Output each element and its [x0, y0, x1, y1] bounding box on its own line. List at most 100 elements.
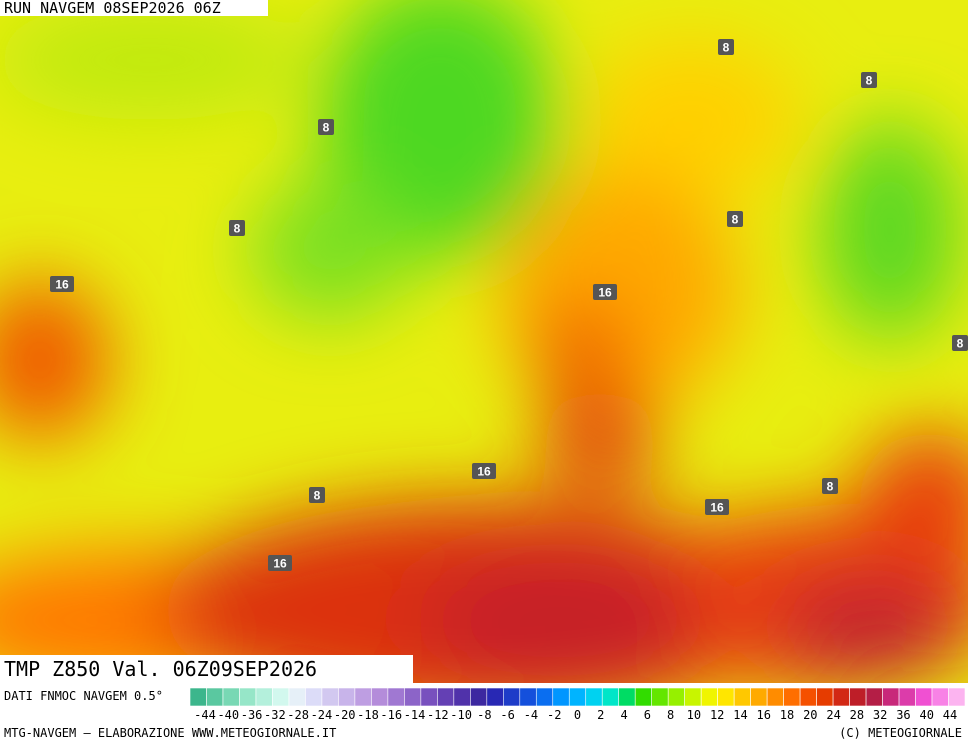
colorbar-label: 4 [620, 708, 627, 722]
contour-label-box [309, 487, 325, 503]
contour-label: 8 [957, 337, 964, 351]
colorbar-swatch [898, 687, 916, 707]
colorbar-label: -24 [311, 708, 333, 722]
colorbar-label: -12 [427, 708, 449, 722]
footer-title: TMP Z850 Val. 06Z09SEP2026 [4, 657, 317, 681]
credit-text: MTG-NAVGEM – ELABORAZIONE WWW.METEOGIORN… [4, 726, 336, 740]
colorbar-swatch [420, 687, 438, 707]
colorbar-swatch [700, 687, 718, 707]
contour-label: 8 [314, 489, 321, 503]
colorbar-swatch [931, 687, 949, 707]
contour-label: 16 [273, 557, 287, 571]
contour-label: 8 [723, 41, 730, 55]
colorbar-label: -40 [217, 708, 239, 722]
colorbar-swatch [470, 687, 488, 707]
colorbar-swatch [371, 687, 389, 707]
header-box [0, 0, 268, 16]
colorbar-label: 36 [896, 708, 910, 722]
contour-label: 16 [598, 286, 612, 300]
colorbar-label: 14 [733, 708, 747, 722]
colorbar-label: -10 [450, 708, 472, 722]
contour-label-box [50, 276, 74, 292]
contour-label: 8 [827, 480, 834, 494]
colorbar-swatch [272, 687, 290, 707]
colorbar-label: 44 [943, 708, 957, 722]
colorbar-label: -18 [357, 708, 379, 722]
colorbar-swatch [519, 687, 537, 707]
colorbar-swatch [404, 687, 422, 707]
contour-labels: 8 8 8 8 8 16 16 8 16 8 8 16 16 [50, 39, 968, 571]
contour-label-box [472, 463, 496, 479]
colorbar-swatch [915, 687, 933, 707]
colorbar-swatch [321, 687, 339, 707]
colorbar-label: -14 [404, 708, 426, 722]
colorbar-swatch [733, 687, 751, 707]
contour-label-box [318, 119, 334, 135]
colorbar-swatch [437, 687, 455, 707]
colorbar-swatch [882, 687, 900, 707]
colorbar-swatch [568, 687, 587, 707]
colorbar-swatch [717, 687, 735, 707]
colorbar-label: 2 [597, 708, 604, 722]
colorbar-swatch [618, 687, 636, 707]
colorbar-swatch [783, 687, 801, 707]
colorbar-swatch [799, 687, 817, 707]
colorbar-label: -2 [547, 708, 561, 722]
contour-label-box [705, 499, 729, 515]
contour-label-box [952, 335, 968, 351]
colorbar-label: 10 [687, 708, 701, 722]
colorbar-swatch [667, 687, 685, 707]
colorbar-label: 16 [757, 708, 771, 722]
colorbar-swatch [387, 687, 405, 707]
colorbar-label: 24 [826, 708, 840, 722]
contour-label: 8 [866, 74, 873, 88]
colorbar-swatch [222, 687, 240, 707]
colorbar-swatch [849, 687, 867, 707]
colorbar-label: 8 [667, 708, 674, 722]
colorbar-swatch [288, 687, 306, 707]
colorbar-swatch [634, 687, 653, 707]
contour-label-box [727, 211, 743, 227]
contour-label-box [229, 220, 245, 236]
colorbar: -44 -40 -36 -32 -28 -24 -20 -18 -16 -14 -12 -10 -8 -6… [189, 687, 966, 722]
colorbar-swatch [552, 687, 570, 707]
colorbar-label: 18 [780, 708, 794, 722]
colorbar-label: 6 [644, 708, 651, 722]
colorbar-label: 40 [919, 708, 933, 722]
contour-label-box [718, 39, 734, 55]
header-title: RUN NAVGEM 08SEP2026 06Z [4, 0, 221, 17]
colorbar-swatch [354, 687, 372, 707]
colorbar-swatch [750, 687, 768, 707]
colorbar-label: -32 [264, 708, 286, 722]
colorbar-swatch [601, 687, 620, 707]
colorbar-swatch [948, 687, 966, 707]
colorbar-swatch [486, 687, 504, 707]
contour-label-box [593, 284, 617, 300]
colorbar-swatch [651, 687, 669, 707]
colorbar-swatch [453, 687, 471, 707]
colorbar-swatch [832, 687, 850, 707]
contour-label: 8 [234, 222, 241, 236]
source-text: DATI FNMOC NAVGEM 0.5° [4, 689, 163, 703]
colorbar-label: -44 [194, 708, 216, 722]
copyright-text: (C) METEOGIORNALE [839, 726, 962, 740]
contour-label: 8 [732, 213, 739, 227]
colorbar-swatch [189, 687, 207, 707]
colorbar-label: 28 [850, 708, 864, 722]
footer-title-box [0, 655, 413, 683]
contour-label: 16 [55, 278, 69, 292]
colorbar-label: -6 [500, 708, 514, 722]
colorbar-swatch [766, 687, 784, 707]
colorbar-swatch [865, 687, 883, 707]
colorbar-label: -36 [241, 708, 263, 722]
colorbar-swatch [239, 687, 257, 707]
colorbar-swatch [206, 687, 224, 707]
colorbar-swatch [305, 687, 323, 707]
colorbar-swatch [338, 687, 356, 707]
contour-label: 8 [323, 121, 330, 135]
contour-label: 16 [477, 465, 491, 479]
colorbar-label: -20 [334, 708, 356, 722]
colorbar-label: -16 [380, 708, 402, 722]
